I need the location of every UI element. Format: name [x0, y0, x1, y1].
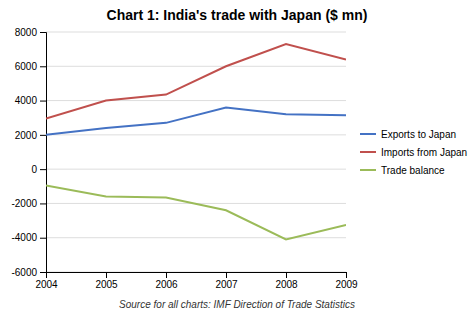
y-tick-label: 2000 [15, 130, 38, 141]
y-tick-mark [40, 203, 46, 204]
y-tick: 6000 [15, 61, 46, 72]
y-tick-label: 6000 [15, 61, 38, 72]
legend: Exports to Japan Imports from Japan Trade … [360, 129, 467, 176]
grid-line [46, 134, 346, 135]
x-tick-label: 2006 [155, 279, 178, 290]
y-tick: 8000 [15, 27, 46, 38]
series-line [46, 107, 346, 134]
x-axis-line [47, 273, 347, 279]
x-tick: 2008 [275, 272, 298, 290]
y-tick-label: -2000 [11, 198, 37, 209]
x-tick-label: 2009 [335, 279, 358, 290]
legend-swatch [360, 169, 376, 171]
x-tick: 2007 [215, 272, 238, 290]
legend-label: Imports from Japan [381, 147, 467, 158]
x-tick: 2005 [95, 272, 118, 290]
x-tick-mark [346, 272, 347, 278]
y-tick: -6000 [11, 267, 46, 278]
y-tick-mark [40, 169, 46, 170]
y-tick-mark [40, 135, 46, 136]
y-tick-mark [40, 32, 46, 33]
legend-item: Exports to Japan [360, 129, 456, 140]
x-tick-mark [166, 272, 167, 278]
y-tick-mark [40, 66, 46, 67]
title: Chart 1: India's trade with Japan ($ mn) [107, 7, 368, 23]
legend-label: Trade balance [381, 165, 445, 176]
y-tick-mark [40, 101, 46, 102]
y-axis: -6000 -4000 -2000 0 2000 4000 6000 8000 [11, 27, 46, 278]
series-line [46, 44, 346, 119]
y-tick-label: 8000 [15, 27, 38, 38]
y-tick-label: 0 [31, 164, 37, 175]
series-line [46, 185, 346, 239]
x-axis: 2004 2005 2006 2007 2008 2009 [35, 272, 358, 290]
grid-line [46, 237, 346, 238]
grid-line [46, 100, 346, 101]
legend-label: Exports to Japan [381, 129, 456, 140]
y-tick: 2000 [15, 130, 46, 141]
y-tick: -4000 [11, 232, 46, 243]
x-tick: 2009 [335, 272, 358, 290]
legend-swatch [360, 151, 376, 153]
lines [46, 44, 346, 239]
x-tick-mark [226, 272, 227, 278]
x-tick-mark [106, 272, 107, 278]
y-tick-mark [40, 238, 46, 239]
annotation: Source for all charts: IMF Direction of … [119, 299, 355, 310]
x-tick-label: 2008 [275, 279, 298, 290]
grid-line [46, 66, 346, 67]
x-tick: 2006 [155, 272, 178, 290]
y-axis-line [40, 33, 47, 273]
legend-item: Imports from Japan [360, 147, 467, 158]
legend-item: Trade balance [360, 165, 445, 176]
x-tick-label: 2005 [95, 279, 118, 290]
grid [46, 32, 346, 272]
y-tick: 4000 [15, 95, 46, 106]
y-tick: 0 [31, 164, 46, 175]
chart: Chart 1: India's trade with Japan ($ mn)… [0, 0, 474, 316]
y-tick-label: -4000 [11, 232, 37, 243]
grid-line [46, 169, 346, 170]
y-tick-mark [40, 272, 46, 273]
x-tick-label: 2004 [35, 279, 58, 290]
x-tick-label: 2007 [215, 279, 238, 290]
x-tick: 2004 [35, 272, 58, 290]
y-tick-label: -6000 [11, 267, 37, 278]
legend-swatch [360, 133, 376, 135]
plot: 2004 2005 2006 2007 2008 2009 -6000 -4000 -2000 0… [11, 27, 358, 290]
x-tick-mark [286, 272, 287, 278]
grid-line [46, 32, 346, 33]
y-tick: -2000 [11, 198, 46, 209]
y-tick-label: 4000 [15, 95, 38, 106]
